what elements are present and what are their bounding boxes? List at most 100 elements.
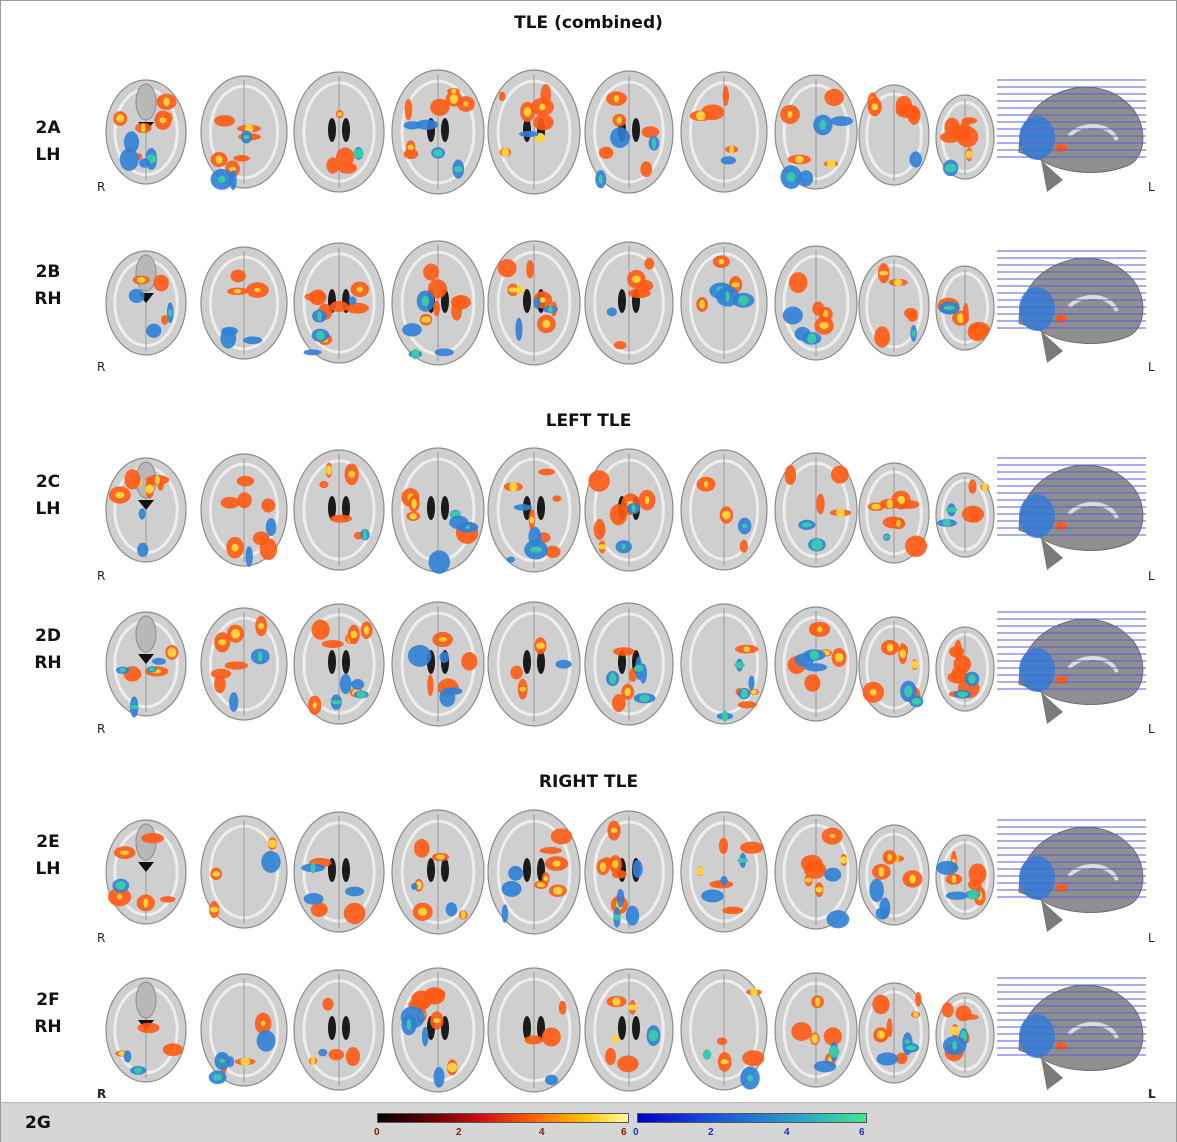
brain-slice xyxy=(774,74,858,190)
brain-slice xyxy=(487,967,581,1093)
brain-slice xyxy=(935,94,995,180)
row-hemisphere: RH xyxy=(34,653,62,673)
row-2a: 2A LH R L xyxy=(1,37,1176,197)
brain-slice xyxy=(680,449,768,571)
brain-slice xyxy=(858,84,930,186)
brain-slice xyxy=(858,982,930,1084)
row-hemisphere: LH xyxy=(35,859,61,879)
brain-slice xyxy=(774,972,858,1088)
brain-slice xyxy=(391,809,485,935)
orientation-left-label: L xyxy=(1148,722,1155,736)
brain-slice xyxy=(680,969,768,1091)
brain-slice xyxy=(680,811,768,933)
negative-tick: 2 xyxy=(708,1127,714,1138)
brain-slice xyxy=(391,240,485,366)
brain-slice xyxy=(391,967,485,1093)
brain-slice xyxy=(200,815,288,929)
brain-slice xyxy=(935,265,995,351)
brain-slice xyxy=(200,75,288,190)
row-2d: 2D RH R L xyxy=(1,589,1176,749)
orientation-right-label: R xyxy=(97,931,106,945)
slice-strip xyxy=(105,601,1146,727)
slice-strip xyxy=(105,809,1146,935)
orientation-left-label: L xyxy=(1148,1087,1156,1101)
brain-slice xyxy=(293,603,385,725)
brain-slice xyxy=(105,977,187,1083)
row-label: 2E LH xyxy=(25,829,71,883)
slice-strip xyxy=(105,447,1146,574)
negative-tick: 4 xyxy=(784,1127,790,1138)
brain-slice xyxy=(680,603,768,725)
row-id: 2B xyxy=(35,262,61,282)
positive-tick: 6 xyxy=(621,1127,627,1138)
brain-slice xyxy=(858,824,930,926)
brain-slice xyxy=(391,601,485,727)
sagittal-view xyxy=(997,611,1146,724)
colorbar-footer: 2G 0 2 4 6 0 2 4 6 xyxy=(1,1102,1176,1142)
orientation-left-label: L xyxy=(1148,931,1155,945)
footer-label: 2G xyxy=(25,1113,51,1133)
brain-slice xyxy=(858,462,930,564)
brain-slice xyxy=(774,814,858,930)
positive-tick: 2 xyxy=(456,1127,462,1138)
brain-slice xyxy=(584,810,674,934)
sagittal-view xyxy=(997,457,1146,570)
row-hemisphere: RH xyxy=(34,289,62,309)
positive-tick: 0 xyxy=(374,1127,380,1138)
brain-slice xyxy=(293,449,385,571)
row-label: 2B RH xyxy=(25,259,71,313)
orientation-left-label: L xyxy=(1148,569,1155,583)
brain-slice xyxy=(105,250,187,356)
brain-slice xyxy=(105,457,187,563)
brain-slice xyxy=(487,809,581,935)
brain-slice xyxy=(293,811,385,933)
row-id: 2C xyxy=(35,472,61,492)
brain-slice xyxy=(293,71,385,193)
orientation-right-label: R xyxy=(97,180,106,194)
row-2b: 2B RH R L xyxy=(1,213,1176,374)
brain-slice xyxy=(935,626,995,712)
brain-slice xyxy=(200,973,288,1087)
brain-slice xyxy=(487,447,581,573)
brain-slice xyxy=(293,242,385,364)
brain-slice xyxy=(487,601,581,727)
brain-slice xyxy=(105,819,187,925)
sagittal-view xyxy=(997,977,1146,1090)
brain-slice xyxy=(935,834,995,920)
section-title-right-tle: RIGHT TLE xyxy=(538,772,639,792)
brain-slice xyxy=(105,79,187,185)
negative-tick: 6 xyxy=(859,1127,865,1138)
row-label: 2F RH xyxy=(25,987,71,1041)
brain-slice xyxy=(774,245,858,361)
row-hemisphere: RH xyxy=(34,1017,62,1037)
positive-colorbar xyxy=(377,1113,629,1123)
row-id: 2E xyxy=(36,832,60,852)
negative-colorbar xyxy=(637,1113,867,1123)
row-hemisphere: LH xyxy=(35,145,61,165)
sagittal-view xyxy=(997,79,1146,192)
brain-slice xyxy=(105,611,187,718)
orientation-right-label: R xyxy=(97,569,106,583)
brain-slice xyxy=(391,69,485,195)
slice-strip xyxy=(105,69,1146,195)
brain-slice xyxy=(774,452,858,568)
brain-slice xyxy=(391,447,485,574)
brain-slice xyxy=(584,241,674,365)
brain-slice xyxy=(774,606,858,722)
row-label: 2C LH xyxy=(25,469,71,523)
section-title-tle-combined: TLE (combined) xyxy=(514,13,663,33)
section-title-left-tle: LEFT TLE xyxy=(545,411,632,431)
row-2f: 2F RH R L xyxy=(1,955,1176,1115)
row-hemisphere: LH xyxy=(35,499,61,519)
brain-slice xyxy=(200,607,288,721)
row-2e: 2E LH R L xyxy=(1,797,1176,957)
slice-strip xyxy=(105,240,1146,366)
brain-slice xyxy=(200,246,288,360)
orientation-right-label: R xyxy=(97,360,106,374)
negative-tick: 0 xyxy=(633,1127,639,1138)
brain-slice xyxy=(680,71,768,193)
orientation-left-label: L xyxy=(1148,180,1155,194)
brain-slice xyxy=(584,448,674,572)
brain-slice xyxy=(935,472,995,558)
brain-slice xyxy=(584,70,674,194)
